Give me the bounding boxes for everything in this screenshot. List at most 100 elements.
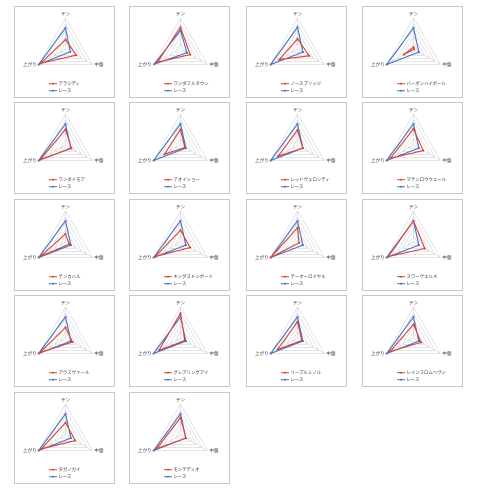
grid-ring (153, 306, 208, 354)
race-data-point (185, 51, 189, 54)
grid-ring (163, 415, 198, 445)
grid-ring (270, 113, 325, 161)
horse-data-point (39, 158, 42, 161)
legend-race-marker (52, 282, 54, 285)
race-series-line (270, 123, 304, 162)
axis-label: 上がり (23, 61, 37, 68)
race-data-point (37, 449, 40, 452)
legend-horse-label: バーボンハイボール (407, 80, 447, 87)
race-series-line (386, 27, 420, 66)
grid-ring (163, 222, 198, 252)
axis-spoke (153, 337, 181, 354)
radar-chart-panel: テン 中盤 上がり テンカハル レース (14, 199, 115, 291)
race-data-point (153, 63, 156, 66)
horse-data-point (39, 62, 42, 65)
axis-label: 上がり (371, 350, 385, 357)
horse-data-point (300, 339, 303, 342)
race-data-point (269, 159, 272, 162)
legend-horse-label: リーブルミノル (291, 369, 322, 376)
grid-ring (38, 17, 93, 65)
axis-label: 中盤 (94, 350, 104, 357)
axis-label: 上がり (23, 157, 37, 164)
race-series-line (270, 316, 304, 355)
horse-data-point (183, 146, 186, 149)
horse-data-point (412, 127, 415, 130)
race-data-point (179, 412, 182, 416)
legend-horse-marker (167, 371, 169, 374)
horse-data-point (64, 38, 67, 41)
horse-series-line (156, 26, 191, 63)
horse-series-line (389, 128, 424, 159)
grid-ring (291, 42, 304, 53)
legend-horse-marker (400, 178, 402, 181)
horse-series-line (40, 422, 76, 450)
axis-label: 中盤 (442, 61, 452, 68)
legend-race-marker (52, 378, 54, 381)
axis-label: 上がり (255, 157, 269, 164)
horse-data-point (70, 147, 73, 150)
axis-label: テン (176, 205, 186, 211)
radar-chart-panel: テン 中盤 上がり ワンダイモア レース (14, 102, 115, 194)
legend-horse-label: タガノカイ (59, 466, 81, 473)
axis-label: 中盤 (94, 447, 104, 454)
axis-spoke (153, 241, 181, 258)
axis-label: テン (409, 108, 419, 114)
axis-label: 中盤 (326, 254, 336, 261)
legend-horse-marker (284, 371, 286, 374)
grid-ring (169, 422, 192, 442)
legend-horse-marker (52, 82, 54, 85)
race-data-point (385, 159, 388, 162)
axis-label: テン (293, 12, 303, 18)
radar-chart-panel: テン 中盤 上がり アオイショー レース (129, 102, 230, 194)
grid-ring (174, 235, 187, 246)
race-data-point (296, 122, 299, 126)
race-data-point (69, 50, 72, 53)
grid-ring (54, 36, 77, 56)
horse-data-point (412, 323, 415, 326)
axis-label: テン (61, 398, 71, 404)
race-data-point (301, 51, 304, 54)
horse-data-point (387, 255, 390, 258)
race-data-point (64, 315, 67, 319)
legend-race-marker (400, 185, 402, 188)
horse-data-point (157, 349, 161, 352)
legend-horse-label: テンカハル (59, 274, 82, 280)
horse-data-point (40, 447, 43, 451)
grid-ring (48, 29, 83, 59)
legend-race-label: レース (174, 184, 187, 190)
horse-data-point (189, 246, 192, 249)
legend-horse-marker (400, 275, 402, 278)
race-data-point (69, 437, 72, 440)
horse-series-line (154, 229, 191, 258)
legend-race-label: レース (407, 184, 420, 190)
race-series-line (270, 220, 304, 259)
radar-chart-panel: テン 中盤 上がり モンテディオ レース (129, 392, 230, 484)
race-data-point (64, 122, 67, 126)
grid-ring (407, 42, 420, 53)
grid-ring (38, 403, 93, 451)
legend-race-marker (167, 282, 169, 285)
grid-ring (286, 132, 309, 152)
horse-data-point (422, 149, 425, 152)
axis-label: テン (176, 301, 186, 307)
race-data-point (301, 244, 304, 247)
race-data-point (69, 244, 72, 247)
horse-data-point (163, 153, 166, 156)
grid-ring (38, 210, 93, 258)
legend-race-marker (284, 378, 286, 381)
legend-horse-marker (167, 468, 169, 471)
race-series-line (153, 316, 187, 355)
axis-label: テン (176, 398, 186, 404)
axis-spoke (413, 48, 441, 65)
legend-race-marker (400, 89, 402, 92)
race-data-point (412, 26, 415, 30)
horse-data-point (38, 351, 41, 354)
horse-data-point (423, 247, 426, 250)
legend-horse-marker (167, 82, 169, 85)
legend-race-marker (52, 89, 54, 92)
legend-horse-label: ノースブリッジ (291, 80, 322, 87)
